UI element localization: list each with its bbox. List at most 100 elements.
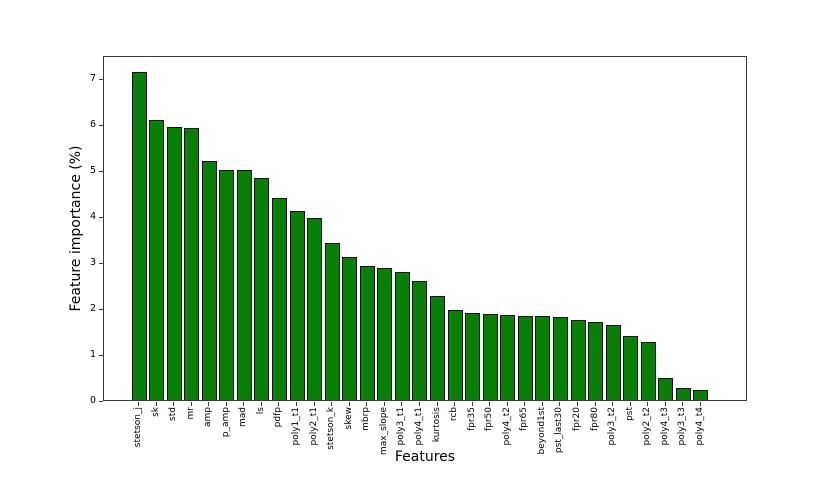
bar <box>588 322 604 400</box>
bar <box>236 170 252 400</box>
x-tick-label: poly4_t1 <box>413 407 424 446</box>
x-tick-label: mr <box>185 407 196 420</box>
y-tick-label: 5 <box>89 164 96 176</box>
bar <box>623 336 639 400</box>
x-tick-mark <box>401 402 403 406</box>
bar <box>535 316 551 400</box>
x-tick-label: stetson_j <box>133 407 143 448</box>
x-tick-mark <box>313 402 315 406</box>
bar <box>307 217 323 400</box>
x-tick-mark <box>612 402 614 406</box>
bar <box>482 313 498 400</box>
bar <box>131 72 147 400</box>
y-tick-label: 3 <box>89 256 96 268</box>
x-tick-label: sk <box>150 407 161 417</box>
bar <box>377 268 393 400</box>
bar <box>640 342 656 400</box>
x-tick-mark <box>225 402 227 406</box>
x-tick-label: poly2_t2 <box>642 407 653 446</box>
x-tick-mark <box>208 402 210 406</box>
x-tick-mark <box>366 402 368 406</box>
bar <box>289 211 305 400</box>
x-tick-mark <box>471 402 473 406</box>
bar <box>570 319 586 400</box>
x-tick-label: ls <box>255 407 266 415</box>
bar <box>517 315 533 400</box>
x-tick-label: pst <box>624 407 635 421</box>
x-tick-label: beyond1st <box>536 407 547 455</box>
x-tick-mark <box>173 402 175 406</box>
x-tick-label: poly3_t2 <box>607 407 618 446</box>
y-tick-mark <box>99 124 103 126</box>
x-tick-mark <box>506 402 508 406</box>
x-tick-mark <box>594 402 596 406</box>
x-tick-label: max_slope <box>378 407 389 456</box>
x-tick-label: std <box>168 407 179 421</box>
y-tick-mark <box>99 78 103 80</box>
x-tick-mark <box>699 402 701 406</box>
x-tick-label: poly3_t3 <box>677 407 688 446</box>
bar <box>500 315 516 400</box>
x-tick-mark <box>331 402 333 406</box>
x-tick-mark <box>155 402 157 406</box>
bar <box>412 280 428 400</box>
bar <box>359 265 375 400</box>
x-tick-label: fpr80 <box>589 407 600 432</box>
bar <box>394 272 410 400</box>
x-tick-mark <box>524 402 526 406</box>
y-tick-label: 6 <box>89 118 96 130</box>
bar <box>552 316 568 400</box>
x-tick-mark <box>647 402 649 406</box>
x-tick-label: fpr20 <box>572 407 582 432</box>
bar <box>605 325 621 400</box>
x-tick-label: skew <box>343 407 354 430</box>
x-tick-mark <box>559 402 561 406</box>
y-tick-label: 0 <box>89 395 96 406</box>
x-tick-mark <box>138 402 139 406</box>
plot-area <box>103 56 747 401</box>
bar <box>465 312 481 400</box>
x-tick-label: pdfp <box>273 407 284 428</box>
x-tick-label: poly1_t1 <box>291 407 302 446</box>
x-tick-mark <box>629 402 631 406</box>
x-tick-label: fpr65 <box>519 407 530 432</box>
bar <box>342 256 358 400</box>
y-tick-mark <box>99 308 103 310</box>
bar <box>271 198 287 400</box>
y-tick-mark <box>99 216 103 218</box>
bar <box>447 310 463 400</box>
x-tick-mark <box>664 402 666 406</box>
x-tick-mark <box>577 402 578 406</box>
y-tick-mark <box>99 170 103 172</box>
x-axis-label: Features <box>394 449 456 465</box>
bar <box>658 378 674 400</box>
x-tick-mark <box>278 402 280 406</box>
y-tick-mark <box>99 401 103 402</box>
x-tick-mark <box>541 402 543 406</box>
bar <box>184 128 200 400</box>
y-tick-mark <box>99 262 103 264</box>
x-tick-label: poly2_t1 <box>308 407 319 446</box>
bar <box>675 387 691 400</box>
y-tick-label: 4 <box>89 210 96 222</box>
x-tick-label: p_amp <box>220 407 231 438</box>
x-tick-mark <box>348 402 350 406</box>
x-tick-label: rcb <box>449 407 460 422</box>
x-tick-mark <box>436 402 438 406</box>
x-tick-label: stetson_k <box>326 407 337 450</box>
x-tick-label: poly3_t1 <box>396 407 407 446</box>
x-tick-mark <box>418 402 420 406</box>
y-tick-mark <box>99 354 103 356</box>
x-tick-label: amp <box>203 407 214 427</box>
bar <box>324 243 340 400</box>
x-tick-mark <box>260 402 262 406</box>
x-tick-label: pst_last30 <box>554 407 565 454</box>
x-tick-label: poly4_t3 <box>659 407 670 446</box>
x-tick-mark <box>383 402 385 406</box>
x-tick-label: mad <box>238 407 249 427</box>
x-tick-mark <box>682 402 684 406</box>
x-tick-mark <box>243 402 245 406</box>
bar <box>254 178 270 400</box>
x-tick-label: fpr35 <box>466 407 477 432</box>
